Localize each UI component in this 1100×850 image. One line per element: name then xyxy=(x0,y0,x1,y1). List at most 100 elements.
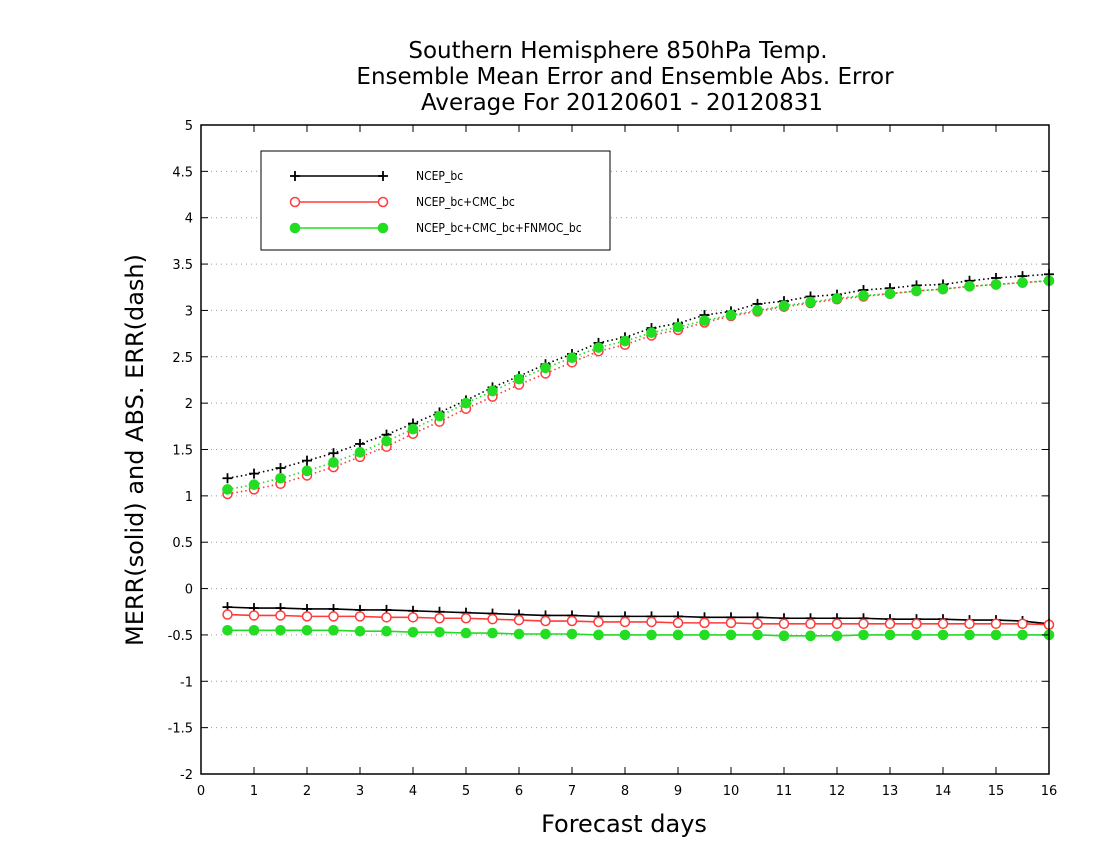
y-tick-label: 2.5 xyxy=(172,351,193,366)
abs-err-line xyxy=(227,279,1050,495)
y-tick-label: 1.5 xyxy=(172,444,193,459)
abs-err-point xyxy=(381,435,392,447)
grid-lines xyxy=(201,170,1049,729)
merr-point xyxy=(937,618,949,630)
abs-err-point xyxy=(619,335,631,347)
y-tick-label: 2 xyxy=(185,397,193,412)
merr-point xyxy=(831,630,843,642)
merr-point xyxy=(222,609,233,620)
merr-point xyxy=(646,616,657,628)
abs-err-point xyxy=(302,455,312,466)
abs-err-line xyxy=(227,273,1050,480)
abs-err-point xyxy=(248,479,260,491)
merr-point xyxy=(778,630,790,642)
merr-point xyxy=(831,618,843,630)
abs-err-point xyxy=(884,288,896,300)
abs-err-point xyxy=(911,285,922,297)
abs-err-point xyxy=(249,468,259,479)
y-tick-label: -1 xyxy=(180,675,193,690)
merr-point xyxy=(884,618,896,630)
abs-err-point xyxy=(434,410,445,422)
merr-point xyxy=(301,611,313,622)
merr-point xyxy=(858,629,869,641)
merr-point xyxy=(990,618,1002,630)
merr-point xyxy=(619,616,631,628)
merr-point xyxy=(778,618,790,630)
title-line-1: Southern Hemisphere 850hPa Temp. xyxy=(408,38,827,64)
merr-point xyxy=(990,629,1002,641)
y-tick-label: 0 xyxy=(185,583,193,598)
x-tick-label: 0 xyxy=(197,784,205,799)
merr-point xyxy=(540,628,551,640)
abs-err-point xyxy=(805,296,816,308)
legend-entries: NCEP_bc NCEP_bc+CMC_bc NCEP_bc+CMC_bc+FNMO… xyxy=(289,169,582,235)
y-tick-label: -0.5 xyxy=(168,629,193,644)
y-tick-label: 4.5 xyxy=(172,165,193,180)
y-tick-label: -1.5 xyxy=(168,722,193,737)
merr-point xyxy=(328,611,339,622)
abs-err-point xyxy=(752,305,763,316)
series-2 xyxy=(222,275,1055,642)
merr-point xyxy=(275,610,286,621)
series-0 xyxy=(222,269,1054,629)
merr-point xyxy=(407,626,419,638)
merr-point xyxy=(222,624,233,636)
legend-box xyxy=(260,150,611,251)
abs-err-point xyxy=(407,423,419,435)
merr-point xyxy=(434,626,445,638)
abs-err-point xyxy=(831,293,843,304)
merr-point xyxy=(487,613,498,625)
merr-point xyxy=(434,612,445,624)
legend-entry-1: NCEP_bc+CMC_bc xyxy=(289,195,515,209)
merr-point xyxy=(513,614,525,626)
legend-label: NCEP_bc+CMC_bc+FNMOC_bc xyxy=(416,221,582,235)
legend-marker xyxy=(378,171,388,181)
legend-marker xyxy=(289,222,301,234)
legend-label: NCEP_bc+CMC_bc xyxy=(416,195,515,209)
merr-point xyxy=(646,629,657,641)
merr-point xyxy=(699,629,710,641)
abs-err-point xyxy=(858,290,869,301)
abs-err-point xyxy=(487,385,498,397)
legend-marker xyxy=(289,196,301,208)
merr-point xyxy=(566,615,578,627)
abs-err-point xyxy=(593,342,604,353)
merr-point xyxy=(248,624,260,636)
merr-point xyxy=(805,618,816,630)
abs-err-point xyxy=(672,321,684,333)
x-tick-label: 15 xyxy=(988,784,1005,799)
x-tick-label: 3 xyxy=(356,784,364,799)
y-tick-label: 4 xyxy=(185,212,193,227)
abs-err-line xyxy=(227,279,1050,491)
merr-point xyxy=(619,629,631,641)
merr-point xyxy=(540,615,551,627)
merr-point xyxy=(407,612,419,623)
merr-point xyxy=(460,612,472,624)
merr-point xyxy=(381,625,392,637)
merr-point xyxy=(964,618,975,630)
x-tick-label: 4 xyxy=(409,784,417,799)
abs-err-point xyxy=(566,352,578,364)
abs-err-point xyxy=(460,397,472,409)
merr-point xyxy=(1017,629,1028,641)
series-1 xyxy=(222,275,1055,630)
merr-point xyxy=(460,627,472,639)
abs-err-point xyxy=(275,472,286,484)
y-axis-label: MERR(solid) and ABS. ERR(dash) xyxy=(121,254,149,646)
abs-err-point xyxy=(778,300,790,312)
abs-err-point xyxy=(328,457,339,468)
merr-point xyxy=(566,628,578,640)
abs-err-point xyxy=(222,473,233,484)
merr-point xyxy=(487,627,498,639)
merr-point xyxy=(911,629,922,641)
merr-point xyxy=(513,628,525,640)
merr-point xyxy=(354,625,366,637)
merr-point xyxy=(699,617,710,629)
abs-err-point xyxy=(513,373,525,385)
abs-err-point xyxy=(540,362,551,374)
legend-marker xyxy=(377,222,389,234)
abs-err-point xyxy=(964,281,975,292)
abs-err-point xyxy=(1017,277,1028,288)
abs-err-point xyxy=(725,309,737,321)
legend-entry-2: NCEP_bc+CMC_bc+FNMOC_bc xyxy=(289,221,582,235)
